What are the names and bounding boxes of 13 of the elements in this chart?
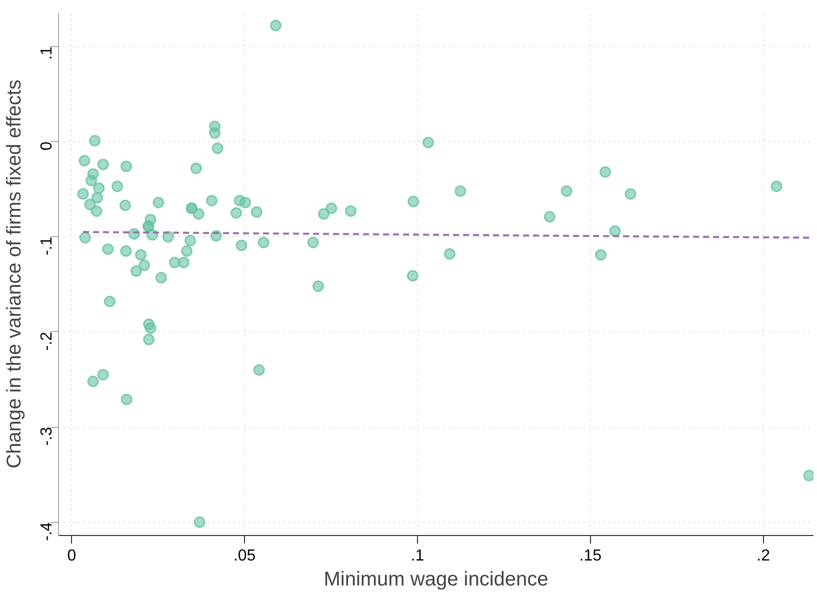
x-tick-label: .1	[410, 548, 424, 564]
y-tick-label: -.4	[38, 522, 56, 541]
x-tick-label: .05	[233, 548, 256, 564]
y-tick-label: -.1	[38, 236, 56, 256]
y-tick-label: -.3	[38, 426, 56, 446]
x-tick-label: .15	[579, 548, 602, 564]
x-tick-label: 0	[67, 548, 76, 564]
y-axis-title: Change in the variance of firms fixed effects	[4, 80, 26, 468]
y-tick-label: -.2	[38, 332, 56, 351]
y-tick-label: 0	[38, 142, 56, 151]
x-tick-label: .2	[756, 548, 770, 564]
y-tick-label: .1	[38, 46, 56, 60]
x-axis-title: Minimum wage incidence	[324, 568, 548, 590]
